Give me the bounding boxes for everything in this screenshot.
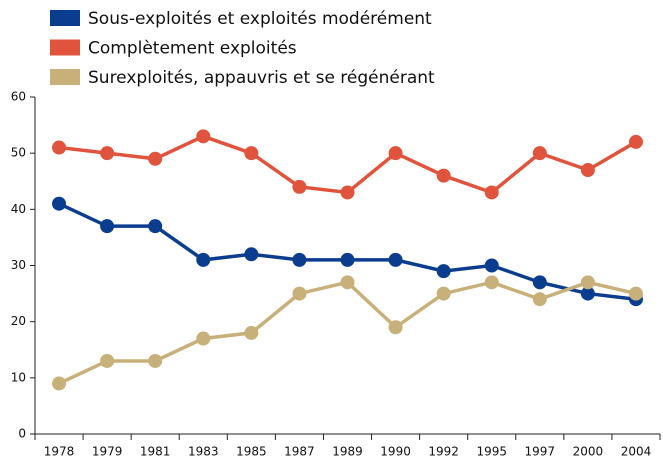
series-line (58, 134, 637, 195)
data-point (484, 258, 499, 273)
y-tick-label: 20 (11, 314, 26, 328)
x-tick-label: 1997 (525, 445, 556, 459)
data-point (148, 219, 163, 234)
data-point (340, 185, 355, 200)
data-point (532, 292, 547, 307)
data-point (100, 146, 115, 161)
data-point (52, 376, 67, 391)
data-point (436, 286, 451, 301)
data-point (52, 140, 67, 155)
data-point (340, 252, 355, 267)
data-point (100, 219, 115, 234)
legend-label: Surexploités, appauvris et se régénérant (88, 68, 435, 88)
data-point (292, 179, 307, 194)
data-point (484, 275, 499, 290)
x-tick-label: 1978 (44, 445, 75, 459)
x-tick-label: 1992 (428, 445, 459, 459)
y-tick-label: 0 (18, 427, 26, 441)
y-tick-label: 60 (11, 90, 26, 104)
data-point (580, 163, 595, 178)
y-tick-label: 30 (11, 258, 26, 272)
x-tick-label: 1987 (284, 445, 315, 459)
series-line (58, 280, 637, 386)
data-point (340, 275, 355, 290)
data-point (532, 275, 547, 290)
y-tick-label: 40 (11, 202, 26, 216)
data-point (196, 129, 211, 144)
data-point (196, 331, 211, 346)
x-tick-label: 1989 (332, 445, 363, 459)
data-point (244, 146, 259, 161)
data-point (100, 353, 115, 368)
y-tick-label: 50 (11, 146, 26, 160)
data-point (388, 146, 403, 161)
x-tick-label: 2000 (573, 445, 604, 459)
data-point (580, 286, 595, 301)
legend-label: Complètement exploités (88, 39, 297, 59)
data-point (388, 320, 403, 335)
data-point (388, 252, 403, 267)
data-point (292, 252, 307, 267)
data-point (52, 196, 67, 211)
legend-swatch (50, 39, 80, 56)
y-tick-label: 10 (11, 370, 26, 384)
x-tick-label: 1995 (476, 445, 507, 459)
data-point (292, 286, 307, 301)
data-point (580, 275, 595, 290)
data-point (148, 151, 163, 166)
x-tick-label: 1985 (236, 445, 267, 459)
x-tick-label: 1979 (92, 445, 123, 459)
data-point (628, 286, 643, 301)
data-point (532, 146, 547, 161)
data-point (628, 134, 643, 149)
legend-swatch (50, 69, 80, 85)
x-tick-label: 1990 (380, 445, 411, 459)
x-tick-label: 1981 (140, 445, 171, 459)
x-tick-label: 2004 (621, 445, 652, 459)
data-point (244, 247, 259, 262)
legend-label: Sous-exploités et exploités modérément (88, 9, 432, 29)
data-point (436, 168, 451, 183)
x-tick-label: 1983 (188, 445, 219, 459)
data-point (484, 185, 499, 200)
data-point (244, 325, 259, 340)
data-point (148, 353, 163, 368)
data-point (436, 264, 451, 279)
legend-swatch (50, 10, 80, 26)
data-point (196, 252, 211, 267)
